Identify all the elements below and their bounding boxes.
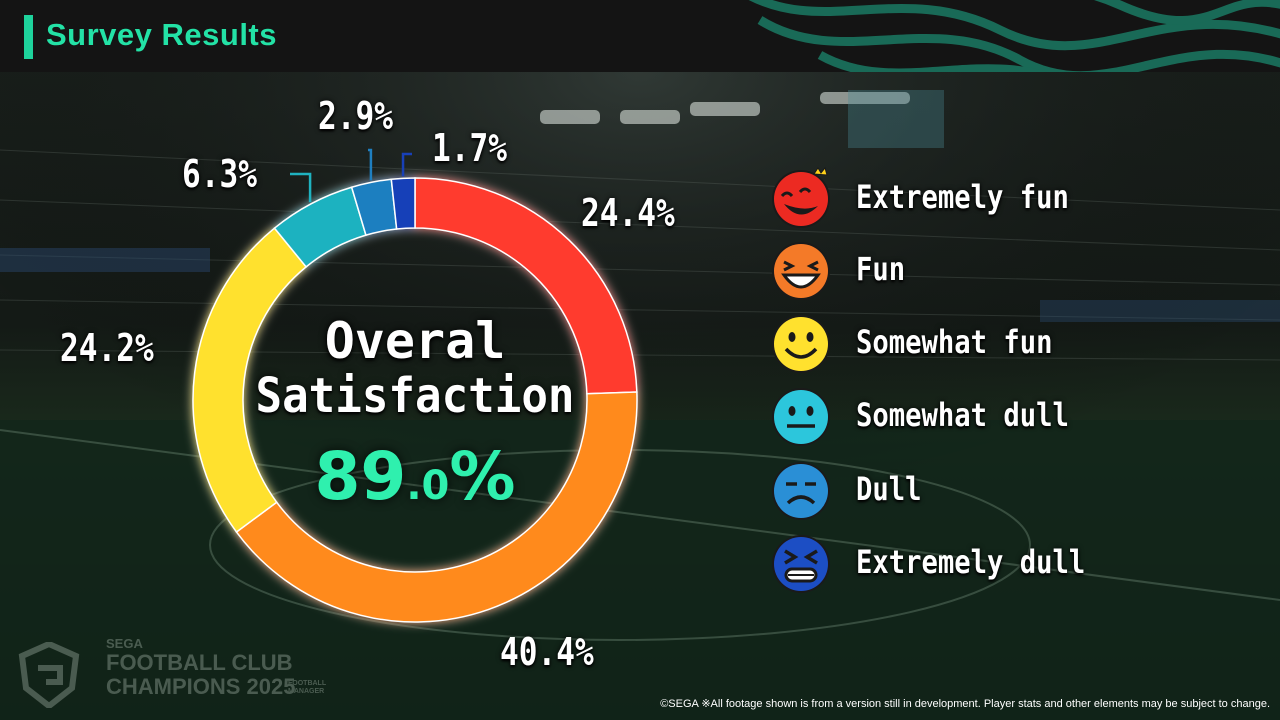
legend-label: Extremely fun (856, 178, 1069, 216)
somewhat-fun-face-icon (772, 315, 830, 373)
legend-item-somewhat-fun: Somewhat fun (770, 311, 1100, 375)
fun-face-icon (772, 242, 830, 300)
overall-satisfaction-value: 89.0% (240, 438, 590, 515)
donut-slice-extremely-dull (390, 177, 416, 230)
label-dull: 2.9% (318, 94, 394, 138)
footer-disclaimer: ©SEGA ※All footage shown is from a versi… (660, 698, 1270, 710)
label-somewhat-fun: 24.2% (60, 326, 154, 370)
center-title-line-2: Satisfaction (255, 368, 575, 424)
page-title: Survey Results (46, 17, 277, 52)
header-accent-bar (24, 15, 33, 59)
legend-item-extremely-dull: Extremely dull (770, 531, 1100, 595)
legend-label: Extremely dull (856, 543, 1086, 581)
extremely-fun-face-icon (772, 166, 830, 228)
center-title-line-1: Overal (324, 312, 506, 370)
legend-label: Somewhat dull (856, 396, 1069, 434)
label-somewhat-dull: 6.3% (182, 152, 258, 196)
satisfaction-integer: 89 (314, 438, 407, 515)
shield-logo-icon (18, 642, 80, 708)
logo-title-line-2: CHAMPIONS 2025 (106, 674, 296, 699)
satisfaction-percent-sign: % (449, 438, 516, 515)
legend-item-dull: Dull (770, 458, 1100, 522)
somewhat-dull-face-icon (772, 388, 830, 446)
logo-sega-text: SEGA (106, 636, 143, 651)
logo-subtitle: FOOTBALL MANAGER (288, 680, 326, 695)
satisfaction-decimal: .0 (406, 463, 450, 509)
donut-slice-fun (235, 391, 638, 623)
legend-label: Dull (856, 470, 922, 508)
label-extremely-fun: 24.4% (581, 191, 675, 235)
decorative-waves (748, 0, 1280, 72)
logo-title-line-1: FOOTBALL CLUB (106, 650, 293, 675)
extremely-dull-face-icon (772, 535, 830, 593)
leader-line-somewhat-dull (290, 172, 312, 203)
game-logo: SEGA FOOTBALL CLUB CHAMPIONS 2025 FOOTBA… (18, 636, 348, 716)
header-bar: Survey Results (0, 0, 1280, 72)
label-fun: 40.4% (500, 630, 594, 674)
legend-item-somewhat-dull: Somewhat dull (770, 384, 1100, 448)
leader-line-extremely-dull (401, 152, 412, 177)
legend-item-fun: Fun (770, 238, 1100, 302)
legend-label: Somewhat fun (856, 323, 1053, 361)
legend-label: Fun (856, 250, 906, 288)
label-extremely-dull: 1.7% (432, 126, 508, 170)
legend-item-extremely-fun: Extremely fun (770, 166, 1100, 230)
dull-face-icon (772, 462, 830, 520)
leader-line-dull (368, 148, 373, 181)
